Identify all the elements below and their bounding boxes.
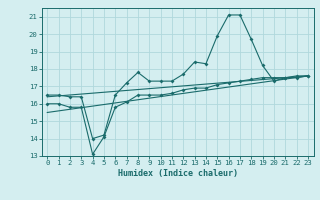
X-axis label: Humidex (Indice chaleur): Humidex (Indice chaleur) <box>118 169 237 178</box>
